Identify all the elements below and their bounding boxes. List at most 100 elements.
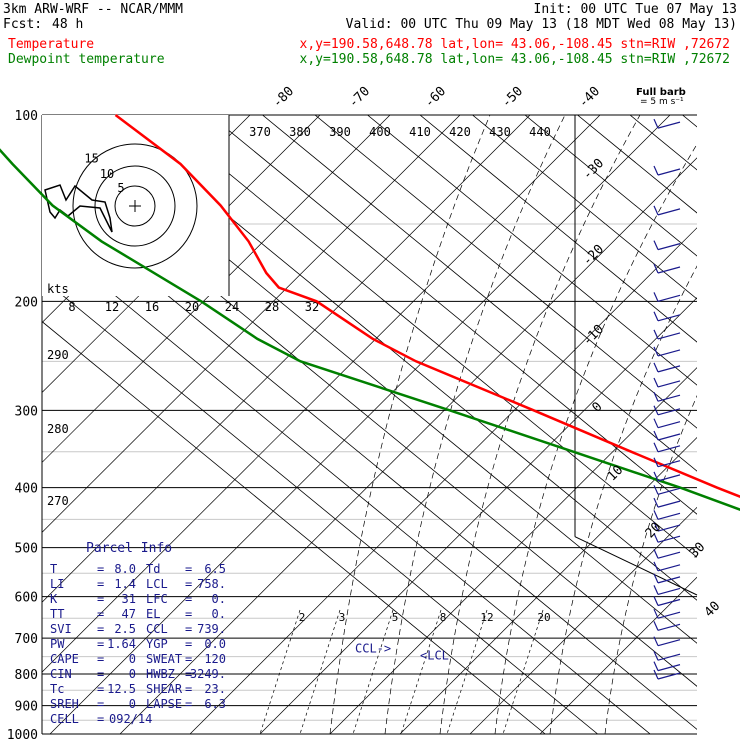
parcel-value: 0.0 [204,637,226,651]
temperature-line [114,114,740,498]
wind-barb [653,471,681,482]
parcel-label: LI [50,577,64,591]
parcel-info-panel: Parcel Info T = 8.0 Td = 6.5LI = 1.4 LCL = 758.K = 3… [50,541,226,726]
wind-barb [653,661,681,672]
wind-barb [653,497,681,508]
parcel-value: 31 [122,592,136,606]
wind-barb [653,636,681,647]
parcel-label: SHEAR [146,682,183,696]
annotation-ccl: CCL-> [355,642,391,656]
speed-axis-label: 8 [68,300,75,314]
parcel-value: 8.0 [114,562,136,576]
dry-adiabat [329,367,697,734]
parcel-value: 6.3 [204,697,226,711]
parcel-equals: = [97,697,104,711]
isotherm-label: -50 [499,84,526,111]
hodograph-ring [94,165,176,247]
temperature-legend: Temperature [8,37,94,52]
wind-barb [653,585,681,596]
parcel-equals: = [185,622,192,636]
isotherm-label: -80 [270,84,297,111]
isotherm [524,115,697,257]
theta-side-label: 270 [47,494,69,508]
parcel-equals: = [185,682,192,696]
wind-barb [653,205,681,216]
mixing-ratio-line [446,609,488,734]
mixing-ratio-line [502,609,544,734]
fcst-value: 48 h [52,17,83,32]
pressure-label-800: 800 [15,668,38,683]
theta-label: 380 [289,125,311,139]
parcel-label: CCL [146,622,168,636]
dry-adiabat [539,576,697,734]
wind-barb [653,165,681,176]
wind-barb [653,430,681,441]
parcel-value: 23. [204,682,226,696]
cell-value: 092/14 [109,712,152,726]
wind-barb [653,240,681,251]
dry-adiabat [42,115,531,603]
mixing-ratio-label: 8 [440,611,447,624]
dry-adiabat [42,115,461,533]
wind-barb [653,548,681,559]
parcel-value: 0 [129,697,136,711]
wind-barb [653,118,681,129]
parcel-equals: = [185,592,192,606]
speed-unit-label: kts [47,282,69,296]
isotherm-label: -60 [422,84,449,111]
hodograph-ring [72,143,198,269]
barb-legend-unit: = 5 m s⁻¹ [640,97,684,107]
cell-label: CELL [50,712,79,726]
wind-barb [653,608,681,619]
model-title: 3km ARW-WRF -- NCAR/MMM [3,2,183,17]
isotherm-label: 0 [589,399,605,415]
parcel-equals: = [185,652,192,666]
wind-barb [653,377,681,388]
wind-barb [653,405,681,416]
speed-axis-label: 12 [105,300,119,314]
wind-barb [653,418,681,429]
parcel-label: LFC [146,592,168,606]
pressure-label-200: 200 [15,295,38,310]
wind-barb [653,457,681,468]
parcel-value: 0. [212,592,226,606]
parcel-equals: = [97,652,104,666]
parcel-label: CAPE [50,652,79,666]
pressure-label-1000: 1000 [7,728,38,740]
parcel-row: CAPE = 0 SWEAT = 120 [50,652,226,666]
fcst-label: Fcst: [3,17,42,32]
parcel-info-title: Parcel Info [86,541,172,556]
isotherm-label: -40 [576,84,603,111]
moist-adiabat [439,115,641,734]
wind-barb [653,561,681,572]
mixing-ratio-line [259,609,301,734]
wind-barbs [653,118,681,680]
wind-barb [653,263,681,274]
parcel-equals: = [97,562,104,576]
parcel-row: SREH = 0 LAPSE = 6.3 [50,697,226,711]
parcel-label: SVI [50,622,72,636]
pressure-label-400: 400 [15,482,38,497]
mixing-ratio-label: 3 [339,611,346,624]
parcel-label: CIN [50,667,72,681]
parcel-label: SWEAT [146,652,182,666]
wind-barb [653,596,681,607]
theta-label: 420 [449,125,471,139]
parcel-label: SREH [50,697,79,711]
parcel-label: K [50,592,58,606]
moist-adiabat [384,115,566,734]
wind-barb [653,442,681,453]
parcel-label: TT [50,607,64,621]
isotherm-label: 40 [702,599,724,621]
isotherm [472,115,697,300]
parcel-label: Tc [50,682,64,696]
parcel-equals: = [97,712,104,726]
dry-adiabat [119,157,697,734]
dewpoint-line [0,148,740,511]
speed-axis-label: 16 [145,300,159,314]
parcel-cell-row: CELL = 092/14 [50,712,152,726]
parcel-equals: = [97,577,104,591]
ring-label: 10 [100,167,114,181]
ring-label: 15 [84,152,98,166]
mixing-ratio-label: 5 [392,611,399,624]
